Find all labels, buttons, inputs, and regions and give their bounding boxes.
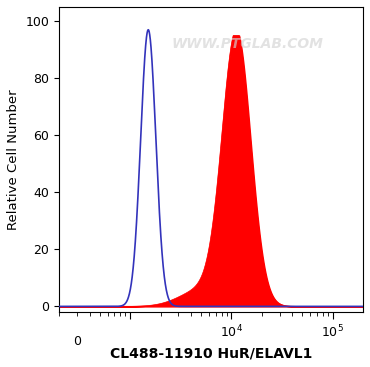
X-axis label: CL488-11910 HuR/ELAVL1: CL488-11910 HuR/ELAVL1 [110,346,312,360]
Y-axis label: Relative Cell Number: Relative Cell Number [7,89,20,230]
Text: WWW.PTGLAB.COM: WWW.PTGLAB.COM [172,37,323,51]
Text: 0: 0 [73,335,81,348]
